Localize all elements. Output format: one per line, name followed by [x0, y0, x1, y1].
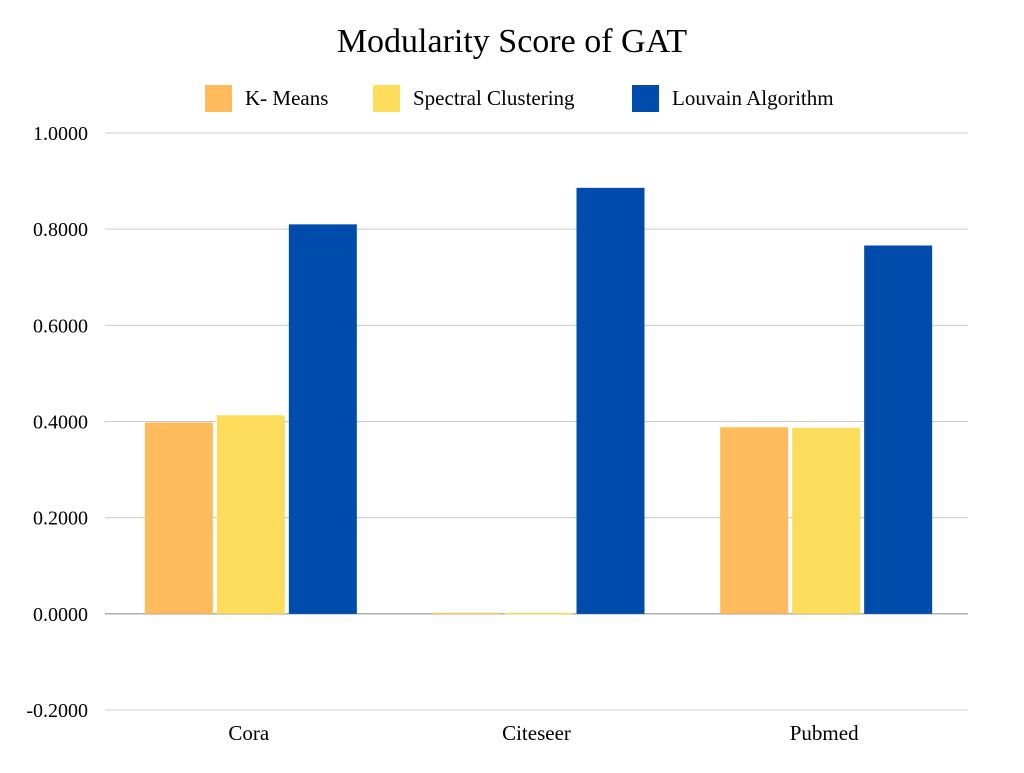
- bar: [504, 612, 573, 615]
- x-tick-label: Citeseer: [502, 721, 571, 745]
- y-tick-label: 0.0000: [33, 604, 88, 626]
- bar: [864, 245, 933, 614]
- legend-swatch: [205, 85, 232, 112]
- x-tick-label: Cora: [228, 721, 270, 745]
- bar: [216, 415, 285, 614]
- y-axis: -0.2000 0.0000 0.2000 0.4000 0.6000 0.8000 1.0…: [26, 123, 88, 722]
- legend-label: K- Means: [245, 86, 328, 110]
- y-tick-label: -0.2000: [26, 700, 88, 722]
- bar: [792, 427, 861, 614]
- x-tick-label: Pubmed: [790, 721, 859, 745]
- y-tick-label: 0.8000: [33, 219, 88, 241]
- y-tick-label: 1.0000: [33, 123, 88, 145]
- bar: [288, 224, 357, 614]
- legend-swatch: [373, 85, 400, 112]
- legend: K- Means Spectral Clustering Louvain Algor…: [205, 85, 834, 112]
- bar: [432, 612, 501, 615]
- bar: [576, 187, 645, 614]
- legend-label: Louvain Algorithm: [672, 86, 834, 110]
- y-tick-label: 0.2000: [33, 508, 88, 530]
- chart-title: Modularity Score of GAT: [337, 23, 688, 60]
- x-axis: Cora Citeseer Pubmed: [228, 721, 859, 745]
- legend-swatch: [632, 85, 659, 112]
- legend-label: Spectral Clustering: [413, 86, 575, 110]
- bars: [144, 187, 933, 615]
- y-tick-label: 0.6000: [33, 315, 88, 337]
- bar: [720, 427, 789, 614]
- bar: [144, 422, 213, 614]
- y-tick-label: 0.4000: [33, 412, 88, 434]
